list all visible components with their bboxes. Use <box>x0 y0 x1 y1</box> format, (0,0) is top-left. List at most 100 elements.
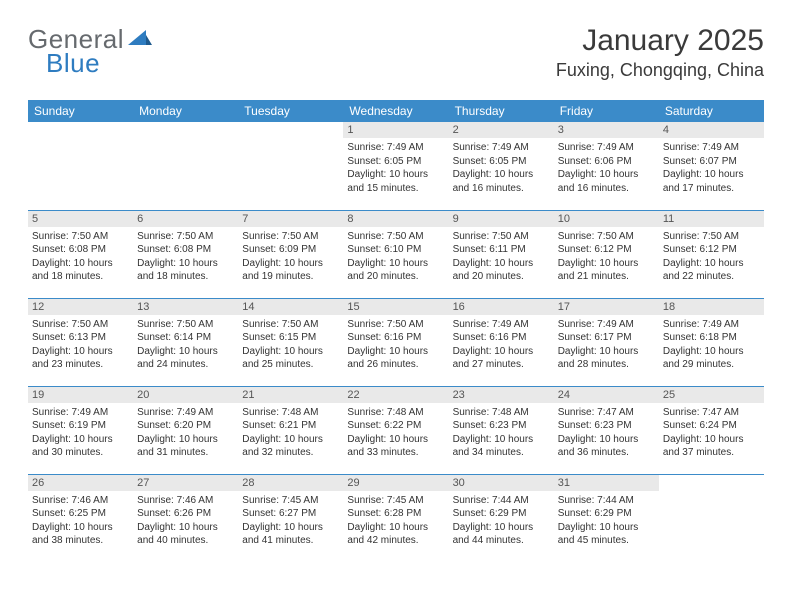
calendar-week-row: 26 Sunrise: 7:46 AMSunset: 6:25 PMDayligh… <box>28 474 764 562</box>
calendar-day-cell: 9Sunrise: 7:50 AMSunset: 6:11 PMDaylight… <box>449 210 554 298</box>
day-details: Sunrise: 7:48 AMSunset: 6:22 PMDaylight:… <box>347 406 444 460</box>
day-details: Sunrise: 7:49 AMSunset: 6:07 PMDaylight:… <box>663 141 760 195</box>
day-number: 29 <box>343 475 448 491</box>
day-details: Sunrise: 7:50 AMSunset: 6:12 PMDaylight:… <box>663 230 760 284</box>
day-details: Sunrise: 7:49 AMSunset: 6:17 PMDaylight:… <box>558 318 655 372</box>
day-number: 6 <box>133 211 238 227</box>
calendar-day-cell: 4 Sunrise: 7:49 AMSunset: 6:07 PMDaylight… <box>659 122 764 210</box>
logo-blue-text-wrap: Blue <box>46 48 100 79</box>
calendar-day-cell: 23 Sunrise: 7:48 AMSunset: 6:23 PMDayligh… <box>449 386 554 474</box>
dow-header: Thursday <box>449 100 554 122</box>
day-number: 9 <box>449 211 554 227</box>
day-details: Sunrise: 7:49 AMSunset: 6:19 PMDaylight:… <box>32 406 129 460</box>
calendar-day-cell: 5Sunrise: 7:50 AMSunset: 6:08 PMDaylight… <box>28 210 133 298</box>
calendar-day-cell: 12 Sunrise: 7:50 AMSunset: 6:13 PMDayligh… <box>28 298 133 386</box>
day-number: 14 <box>238 299 343 315</box>
day-details: Sunrise: 7:48 AMSunset: 6:23 PMDaylight:… <box>453 406 550 460</box>
calendar-day-cell: 3 Sunrise: 7:49 AMSunset: 6:06 PMDaylight… <box>554 122 659 210</box>
day-number: 30 <box>449 475 554 491</box>
day-number: 21 <box>238 387 343 403</box>
day-number: 2 <box>449 122 554 138</box>
calendar-week-row: 5Sunrise: 7:50 AMSunset: 6:08 PMDaylight… <box>28 210 764 298</box>
day-number: 8 <box>343 211 448 227</box>
day-number: 20 <box>133 387 238 403</box>
day-details: Sunrise: 7:50 AMSunset: 6:09 PMDaylight:… <box>242 230 339 284</box>
calendar-day-cell: 26 Sunrise: 7:46 AMSunset: 6:25 PMDayligh… <box>28 474 133 562</box>
day-details: Sunrise: 7:50 AMSunset: 6:16 PMDaylight:… <box>347 318 444 372</box>
day-details: Sunrise: 7:46 AMSunset: 6:26 PMDaylight:… <box>137 494 234 548</box>
day-number: 15 <box>343 299 448 315</box>
day-details: Sunrise: 7:50 AMSunset: 6:14 PMDaylight:… <box>137 318 234 372</box>
calendar-day-cell: 10Sunrise: 7:50 AMSunset: 6:12 PMDayligh… <box>554 210 659 298</box>
calendar-day-cell <box>28 122 133 210</box>
day-details: Sunrise: 7:49 AMSunset: 6:05 PMDaylight:… <box>347 141 444 195</box>
calendar-week-row: 1 Sunrise: 7:49 AMSunset: 6:05 PMDaylight… <box>28 122 764 210</box>
day-number: 17 <box>554 299 659 315</box>
logo-mark-icon <box>126 27 152 52</box>
calendar-day-cell: 30Sunrise: 7:44 AMSunset: 6:29 PMDayligh… <box>449 474 554 562</box>
logo-text-blue: Blue <box>46 48 100 78</box>
calendar-day-cell: 20Sunrise: 7:49 AMSunset: 6:20 PMDayligh… <box>133 386 238 474</box>
calendar-day-cell: 2Sunrise: 7:49 AMSunset: 6:05 PMDaylight… <box>449 122 554 210</box>
calendar-day-cell: 28Sunrise: 7:45 AMSunset: 6:27 PMDayligh… <box>238 474 343 562</box>
day-details: Sunrise: 7:48 AMSunset: 6:21 PMDaylight:… <box>242 406 339 460</box>
dow-header: Wednesday <box>343 100 448 122</box>
month-title: January 2025 <box>556 24 764 58</box>
location: Fuxing, Chongqing, China <box>556 60 764 81</box>
calendar-day-cell: 31Sunrise: 7:44 AMSunset: 6:29 PMDayligh… <box>554 474 659 562</box>
calendar-day-cell: 6 Sunrise: 7:50 AMSunset: 6:08 PMDaylight… <box>133 210 238 298</box>
day-details: Sunrise: 7:50 AMSunset: 6:13 PMDaylight:… <box>32 318 129 372</box>
calendar-day-cell: 19 Sunrise: 7:49 AMSunset: 6:19 PMDayligh… <box>28 386 133 474</box>
day-number: 18 <box>659 299 764 315</box>
day-number: 31 <box>554 475 659 491</box>
day-details: Sunrise: 7:49 AMSunset: 6:18 PMDaylight:… <box>663 318 760 372</box>
day-number: 1 <box>343 122 448 138</box>
calendar-day-cell: 17 Sunrise: 7:49 AMSunset: 6:17 PMDayligh… <box>554 298 659 386</box>
calendar-week-row: 19 Sunrise: 7:49 AMSunset: 6:19 PMDayligh… <box>28 386 764 474</box>
day-number: 3 <box>554 122 659 138</box>
title-block: January 2025 Fuxing, Chongqing, China <box>556 24 764 81</box>
day-number: 13 <box>133 299 238 315</box>
day-details: Sunrise: 7:47 AMSunset: 6:23 PMDaylight:… <box>558 406 655 460</box>
dow-header: Friday <box>554 100 659 122</box>
day-details: Sunrise: 7:50 AMSunset: 6:12 PMDaylight:… <box>558 230 655 284</box>
dow-row: SundayMondayTuesdayWednesdayThursdayFrid… <box>28 100 764 122</box>
day-details: Sunrise: 7:47 AMSunset: 6:24 PMDaylight:… <box>663 406 760 460</box>
day-number: 19 <box>28 387 133 403</box>
calendar-day-cell <box>659 474 764 562</box>
calendar-day-cell: 11Sunrise: 7:50 AMSunset: 6:12 PMDayligh… <box>659 210 764 298</box>
day-details: Sunrise: 7:50 AMSunset: 6:15 PMDaylight:… <box>242 318 339 372</box>
calendar-day-cell: 7Sunrise: 7:50 AMSunset: 6:09 PMDaylight… <box>238 210 343 298</box>
day-number: 24 <box>554 387 659 403</box>
day-number: 12 <box>28 299 133 315</box>
calendar-table: SundayMondayTuesdayWednesdayThursdayFrid… <box>28 100 764 562</box>
calendar-day-cell: 24 Sunrise: 7:47 AMSunset: 6:23 PMDayligh… <box>554 386 659 474</box>
day-details: Sunrise: 7:49 AMSunset: 6:06 PMDaylight:… <box>558 141 655 195</box>
calendar-day-cell <box>238 122 343 210</box>
calendar-day-cell <box>133 122 238 210</box>
calendar-week-row: 12 Sunrise: 7:50 AMSunset: 6:13 PMDayligh… <box>28 298 764 386</box>
calendar-day-cell: 18 Sunrise: 7:49 AMSunset: 6:18 PMDayligh… <box>659 298 764 386</box>
day-number: 26 <box>28 475 133 491</box>
day-number: 4 <box>659 122 764 138</box>
calendar-body: 1 Sunrise: 7:49 AMSunset: 6:05 PMDaylight… <box>28 122 764 562</box>
day-number: 28 <box>238 475 343 491</box>
day-number: 22 <box>343 387 448 403</box>
day-number: 27 <box>133 475 238 491</box>
day-number: 16 <box>449 299 554 315</box>
calendar-day-cell: 8 Sunrise: 7:50 AMSunset: 6:10 PMDaylight… <box>343 210 448 298</box>
calendar-day-cell: 13 Sunrise: 7:50 AMSunset: 6:14 PMDayligh… <box>133 298 238 386</box>
day-details: Sunrise: 7:50 AMSunset: 6:10 PMDaylight:… <box>347 230 444 284</box>
day-number: 5 <box>28 211 133 227</box>
dow-header: Saturday <box>659 100 764 122</box>
calendar-day-cell: 16 Sunrise: 7:49 AMSunset: 6:16 PMDayligh… <box>449 298 554 386</box>
day-details: Sunrise: 7:49 AMSunset: 6:16 PMDaylight:… <box>453 318 550 372</box>
day-details: Sunrise: 7:46 AMSunset: 6:25 PMDaylight:… <box>32 494 129 548</box>
dow-header: Tuesday <box>238 100 343 122</box>
calendar-day-cell: 1 Sunrise: 7:49 AMSunset: 6:05 PMDaylight… <box>343 122 448 210</box>
day-number: 23 <box>449 387 554 403</box>
calendar-day-cell: 25Sunrise: 7:47 AMSunset: 6:24 PMDayligh… <box>659 386 764 474</box>
calendar-day-cell: 27 Sunrise: 7:46 AMSunset: 6:26 PMDayligh… <box>133 474 238 562</box>
day-details: Sunrise: 7:50 AMSunset: 6:08 PMDaylight:… <box>137 230 234 284</box>
dow-header: Sunday <box>28 100 133 122</box>
